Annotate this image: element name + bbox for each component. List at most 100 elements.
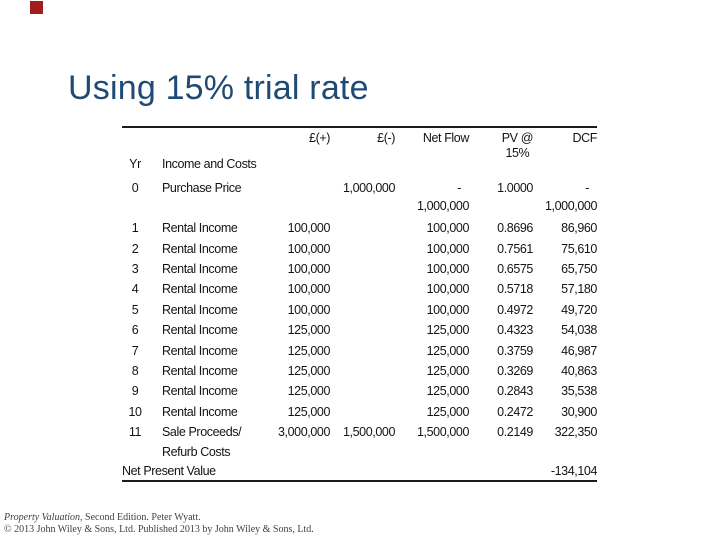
cell-yr: 10 (128, 404, 142, 419)
cell-netflow: 100,000 (426, 221, 470, 236)
table-row: 4 Rental Income 100,000 100,000 0.5718 5… (122, 279, 598, 299)
npv-label: Net Present Value (122, 463, 216, 478)
cell-netflow: 1,500,000 (416, 424, 469, 439)
col-header-pv: PV @ 15% (469, 131, 534, 171)
cell-desc: Rental Income (162, 261, 238, 276)
cell-yr: 11 (128, 424, 142, 439)
cell-netflow: 100,000 (426, 261, 470, 276)
dcf-table: Yr Income and Costs £(+) £(-) Net Flow P… (122, 126, 597, 482)
npv-row: Net Present Value -134,104 (122, 462, 597, 480)
cell-pv: 0.4323 (497, 323, 533, 338)
cell-inflow: 100,000 (287, 282, 331, 297)
cell-dcf: 322,350 (554, 424, 598, 439)
red-square-marker (30, 1, 43, 14)
col-header-income-costs: Income and Costs (162, 157, 257, 171)
npv-value: -134,104 (550, 463, 598, 478)
cell-inflow: 100,000 (287, 261, 331, 276)
cell-pv: 0.2149 (497, 424, 533, 439)
cell-dcf: 65,750 (561, 261, 597, 276)
col-header-yr: Yr (129, 157, 141, 171)
cell-yr: 7 (131, 343, 139, 358)
cell-inflow: 100,000 (287, 241, 331, 256)
cell-pv: 1.0000 (497, 181, 533, 195)
table-row: 9 Rental Income 125,000 125,000 0.2843 3… (122, 381, 598, 401)
cell-netflow: 100,000 (426, 241, 470, 256)
cell-dcf: 49,720 (561, 302, 597, 317)
cell-pv: 0.3759 (497, 343, 533, 358)
pv-header-line1: PV @ (501, 131, 534, 145)
cell-inflow: 100,000 (287, 302, 331, 317)
cell-inflow: 100,000 (287, 221, 331, 236)
table-header: Yr Income and Costs £(+) £(-) Net Flow P… (122, 128, 597, 171)
table-body: 1 Rental Income 100,000 100,000 0.8696 8… (122, 218, 597, 422)
cell-dcf: - 1,000,000 (544, 181, 597, 213)
col-header-outflow: £(-) (377, 131, 395, 145)
table-row: 10 Rental Income 125,000 125,000 0.2472 … (122, 402, 597, 422)
cell-dcf: 35,538 (561, 384, 597, 399)
cell-yr: 1 (131, 221, 139, 236)
cell-netflow: 125,000 (426, 384, 470, 399)
cell-desc: Rental Income (162, 302, 238, 317)
table-row: 5 Rental Income 100,000 100,000 0.4972 4… (122, 300, 598, 320)
cell-pv: 0.7561 (497, 241, 533, 256)
cell-desc: Rental Income (162, 241, 238, 256)
cell-inflow: 125,000 (287, 363, 331, 378)
cell-pv: 0.2843 (497, 384, 533, 399)
cell-inflow: 3,000,000 (277, 424, 330, 439)
cell-inflow: 125,000 (287, 323, 331, 338)
cell-yr: 3 (131, 261, 139, 276)
cell-netflow: 100,000 (426, 302, 470, 317)
cell-netflow: 125,000 (426, 404, 470, 419)
cell-outflow: 1,000,000 (342, 181, 395, 195)
cell-dcf: 40,863 (561, 363, 597, 378)
cell-yr: 9 (131, 384, 139, 399)
col-header-netflow: Net Flow (422, 131, 470, 145)
footnote-line2: © 2013 John Wiley & Sons, Ltd. Published… (4, 523, 314, 535)
cell-netflow: 125,000 (426, 363, 470, 378)
col-header-dcf: DCF (572, 131, 598, 145)
cell-dcf: 57,180 (561, 282, 597, 297)
table-row: 3 Rental Income 100,000 100,000 0.6575 6… (122, 259, 598, 279)
cell-inflow: 125,000 (287, 404, 331, 419)
cell-inflow: 125,000 (287, 384, 331, 399)
table-row: 8 Rental Income 125,000 125,000 0.3269 4… (122, 361, 598, 381)
cell-pv: 0.4972 (497, 302, 533, 317)
cell-desc: Purchase Price (162, 181, 242, 195)
cell-pv: 0.2472 (497, 404, 533, 419)
cell-desc: Rental Income (162, 404, 238, 419)
table-row-year0: 0 Purchase Price 1,000,000 - 1,000,000 1… (122, 178, 598, 214)
cell-desc: Rental Income (162, 323, 238, 338)
cell-desc: Rental Income (162, 343, 238, 358)
cell-dcf: 86,960 (561, 221, 597, 236)
table-row: 2 Rental Income 100,000 100,000 0.7561 7… (122, 238, 598, 258)
cell-yr: 4 (131, 282, 139, 297)
cell-desc: Rental Income (162, 384, 238, 399)
cell-desc: Rental Income (162, 221, 238, 236)
cell-netflow: - 1,000,000 (416, 181, 469, 213)
col-header-inflow: £(+) (309, 131, 330, 145)
cell-pv: 0.6575 (497, 261, 533, 276)
table-row: 1 Rental Income 100,000 100,000 0.8696 8… (122, 218, 598, 238)
table-row: 6 Rental Income 125,000 125,000 0.4323 5… (122, 320, 598, 340)
cell-dcf: 75,610 (561, 241, 597, 256)
pv-header-line2: 15% (505, 146, 530, 160)
cell-yr: 5 (131, 302, 139, 317)
cell-pv: 0.3269 (497, 363, 533, 378)
cell-netflow: 100,000 (426, 282, 470, 297)
cell-yr: 8 (131, 363, 139, 378)
cell-inflow: 125,000 (287, 343, 331, 358)
cell-yr: 0 (131, 181, 139, 195)
cell-desc: Rental Income (162, 282, 238, 297)
slide-title: Using 15% trial rate (68, 69, 369, 107)
cell-desc: Sale Proceeds/ Refurb Costs (162, 424, 242, 460)
cell-dcf: 30,900 (561, 404, 597, 419)
copyright-footnote: Property Valuation, Second Edition. Pete… (4, 512, 314, 535)
table-row-year11: 11 Sale Proceeds/ Refurb Costs 3,000,000… (122, 422, 597, 460)
cell-dcf: 46,987 (561, 343, 597, 358)
cell-yr: 2 (131, 241, 139, 256)
cell-netflow: 125,000 (426, 343, 470, 358)
cell-dcf: 54,038 (561, 323, 597, 338)
cell-yr: 6 (131, 323, 139, 338)
cell-pv: 0.5718 (497, 282, 533, 297)
